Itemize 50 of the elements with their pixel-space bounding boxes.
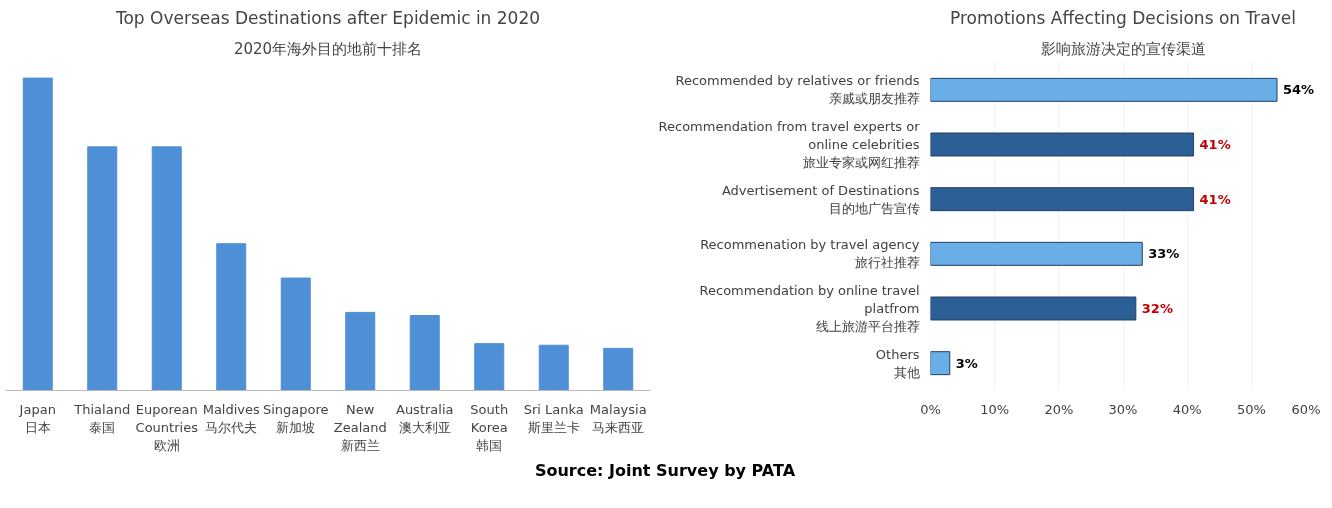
y-tick-label: Advertisement of Destinations 目的地广告宣传	[721, 182, 920, 216]
data-label: 32%	[1141, 301, 1173, 316]
y-tick-label: Others 其他	[875, 346, 920, 380]
y-tick-label: Recommended by relatives or friends 亲戚或朋友推荐	[675, 73, 920, 107]
x-tick-label: Maldives 马尔代夫	[202, 401, 261, 435]
chart-subtitle: 影响旅游决定的宣传渠道	[1040, 39, 1206, 58]
x-tick-label: Singapore 新加坡	[262, 401, 329, 435]
x-tick-label: 50%	[1236, 401, 1266, 417]
chart-title: Promotions Affecting Decisions on Travel	[950, 7, 1297, 28]
bar	[930, 241, 1143, 266]
x-tick-label: Sri Lanka 斯里兰卡	[523, 401, 584, 435]
bar	[216, 243, 247, 391]
chart-title: Top Overseas Destinations after Epidemic in 2020	[114, 7, 541, 28]
bar	[280, 277, 311, 391]
data-label: 33%	[1148, 246, 1180, 262]
bar	[87, 146, 118, 391]
x-tick-label: 0%	[920, 401, 941, 417]
y-tick-label: Recommenation by travel agency 旅行社推荐	[700, 237, 920, 271]
x-tick-label: New Zealand 新西兰	[333, 401, 387, 453]
x-tick-label: 20%	[1044, 401, 1074, 417]
bar	[930, 296, 1137, 321]
bar	[930, 187, 1195, 212]
x-tick-label: Euporean Countries 欧洲	[135, 401, 199, 453]
x-tick-label: 10%	[980, 401, 1010, 417]
x-tick-label: 30%	[1108, 401, 1138, 417]
y-tick-label: Recommendation by online travel platfrom 线上旅游平台推荐	[699, 283, 920, 334]
bar	[930, 77, 1278, 102]
data-label: 41%	[1199, 191, 1231, 207]
x-tick-label: Australia 澳大利亚	[396, 401, 454, 435]
bar	[409, 315, 440, 391]
x-tick-label: Malaysia 马来西亚	[589, 401, 647, 435]
x-tick-label: 40%	[1172, 401, 1202, 417]
bar	[603, 347, 634, 391]
chart-subtitle: 2020年海外目的地前十排名	[233, 39, 423, 58]
data-label: 41%	[1199, 137, 1231, 152]
x-tick-label: South Korea 韩国	[470, 401, 509, 453]
data-label: 54%	[1283, 82, 1315, 98]
source-note: Source: Joint Survey by PATA	[534, 460, 796, 482]
y-tick-label: Recommendation from travel experts or online celebrities 旅业专家或网红推荐	[658, 119, 921, 170]
bar	[22, 77, 53, 391]
bar	[930, 351, 951, 376]
bar	[930, 132, 1195, 157]
bar	[474, 343, 505, 391]
x-tick-label: Thialand 泰国	[73, 401, 131, 435]
bar	[345, 311, 376, 391]
bar	[151, 146, 182, 391]
data-label: 3%	[955, 355, 978, 371]
x-tick-label: Japan 日本	[18, 401, 56, 435]
bar	[538, 344, 569, 391]
x-tick-label: 60%	[1291, 401, 1321, 417]
